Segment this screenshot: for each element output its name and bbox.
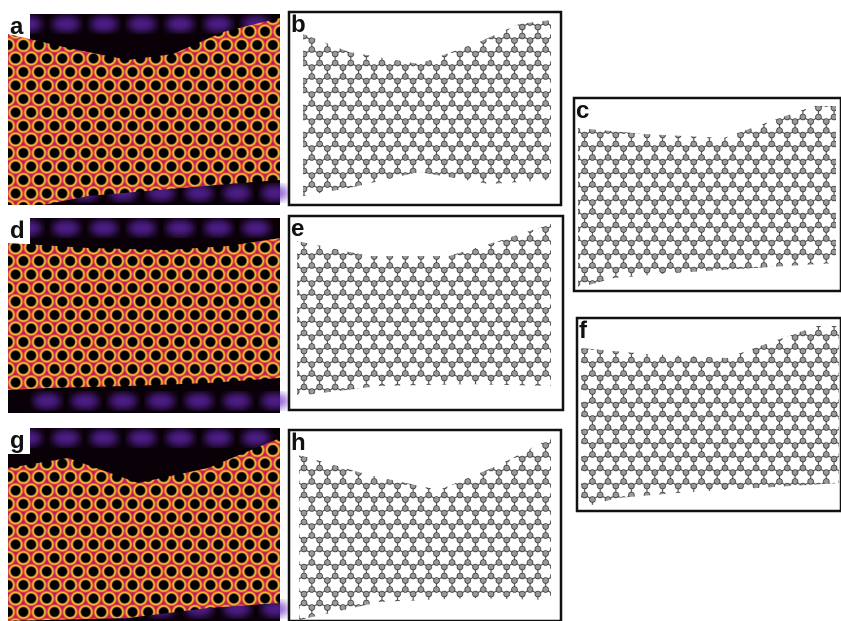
noise-blob <box>128 220 156 236</box>
label-group: b <box>291 11 306 38</box>
panel-label: a <box>10 13 24 40</box>
noise-blob <box>128 16 156 32</box>
noise-blob <box>223 185 251 201</box>
noise-blob <box>90 220 118 236</box>
panel-label: b <box>291 11 306 38</box>
figure: a b c d e f g h <box>0 0 841 621</box>
label-group: g <box>10 427 25 454</box>
panel-label: f <box>579 317 588 344</box>
noise-blob <box>52 430 80 446</box>
label-group: e <box>291 215 304 242</box>
noise-blob <box>166 430 194 446</box>
panel-label: e <box>291 215 304 242</box>
noise-blob <box>204 16 232 32</box>
panel-label: h <box>291 429 306 456</box>
noise-blob <box>242 430 270 446</box>
label-group: f <box>579 317 588 344</box>
noise-blob <box>90 430 118 446</box>
noise-blob <box>128 430 156 446</box>
noise-blob <box>261 185 289 201</box>
label-group: a <box>10 13 24 40</box>
noise-blob <box>109 393 137 409</box>
label-group: h <box>291 429 306 456</box>
noise-blob <box>52 16 80 32</box>
noise-blob <box>185 185 213 201</box>
panel-label: g <box>10 427 25 454</box>
noise-blob <box>204 220 232 236</box>
panel-label: c <box>576 97 589 124</box>
noise-blob <box>261 393 289 409</box>
noise-blob <box>204 430 232 446</box>
noise-blob <box>52 220 80 236</box>
page: abcdefgh (() => { const data = JSON.pars… <box>0 0 841 621</box>
noise-blob <box>242 220 270 236</box>
noise-blob <box>147 393 175 409</box>
noise-blob <box>185 393 213 409</box>
noise-blob <box>166 16 194 32</box>
label-group: d <box>10 217 25 244</box>
noise-blob <box>166 220 194 236</box>
label-group: c <box>576 97 589 124</box>
panel-label: d <box>10 217 25 244</box>
noise-blob <box>90 16 118 32</box>
noise-blob <box>33 393 61 409</box>
noise-blob <box>223 393 251 409</box>
noise-blob <box>71 393 99 409</box>
